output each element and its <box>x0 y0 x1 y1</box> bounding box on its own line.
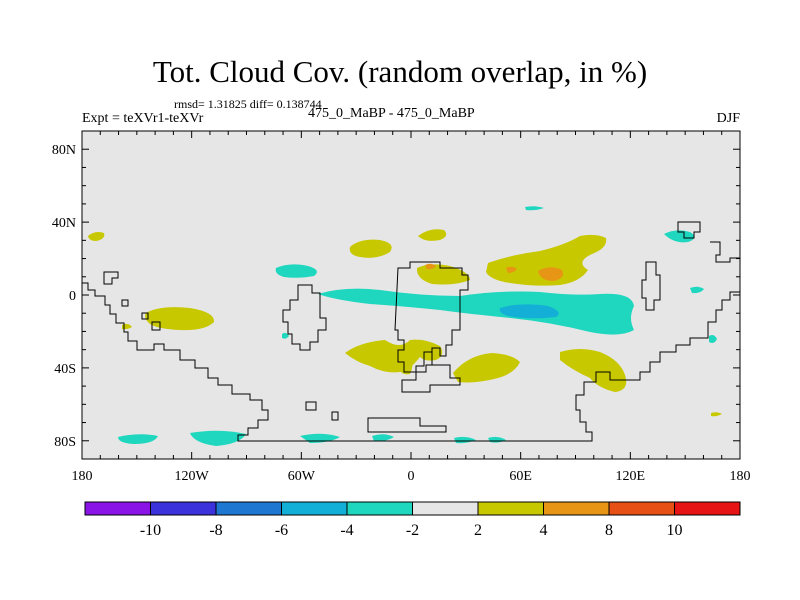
colorbar-swatch <box>608 501 675 516</box>
colorbar-swatch <box>477 501 544 516</box>
field-negative <box>709 335 717 343</box>
colorbar-label: -2 <box>406 522 419 539</box>
field-positive <box>416 264 470 285</box>
season-label: DJF <box>716 111 740 126</box>
coastline-madagascar <box>401 351 461 393</box>
x-tick-label: 60E <box>509 469 532 484</box>
y-tick-label: 80S <box>54 435 76 450</box>
field-positive <box>345 339 443 373</box>
colorbar-label: 4 <box>540 522 548 539</box>
field-negative <box>372 434 394 442</box>
field-positive <box>486 234 607 286</box>
field-negative <box>275 264 317 278</box>
coastline-islands <box>121 299 161 331</box>
coastline-africa <box>394 261 469 373</box>
anomaly-fields <box>88 206 722 446</box>
coastline-north-pacific <box>103 271 119 285</box>
field-strong-negative <box>499 304 559 319</box>
field-positive <box>418 229 447 241</box>
colorbar-swatch <box>674 501 741 516</box>
colorbar-label: 10 <box>667 522 683 539</box>
field-negative <box>282 332 289 339</box>
field-positive <box>560 349 627 392</box>
experiment-label: Expt = teXVr1-teXVr <box>82 111 204 126</box>
field-negative <box>525 206 544 211</box>
coastline-asia <box>677 221 740 263</box>
coastline-south-america <box>282 284 327 351</box>
y-tick-label: 40N <box>52 216 76 231</box>
colorbar-labels: -10 -8 -6 -4 -2 2 4 8 10 <box>140 522 683 539</box>
colorbar-swatch <box>84 501 151 516</box>
x-tick-label: 60W <box>288 469 316 484</box>
axis-ticks <box>81 130 741 460</box>
y-tick-label: 80N <box>52 143 76 158</box>
field-positive <box>88 232 105 241</box>
coastline-japan <box>641 261 661 311</box>
field-negative <box>318 288 634 335</box>
colorbar-swatch <box>150 501 217 516</box>
field-negative <box>190 430 246 446</box>
y-tick-label: 0 <box>69 289 76 304</box>
y-tick-label: 40S <box>54 362 76 377</box>
field-negative <box>118 434 158 444</box>
colorbar-label: -6 <box>275 522 288 539</box>
field-strong-positive <box>538 267 563 281</box>
field-strong-positive <box>506 266 517 273</box>
x-axis-labels: 180 120W 60W 0 60E 120E 180 <box>72 469 751 484</box>
coastlines <box>82 221 740 442</box>
colorbar-label: 2 <box>474 522 482 539</box>
colorbar-swatch <box>412 501 479 516</box>
colorbar-label: -10 <box>140 522 161 539</box>
x-tick-label: 180 <box>72 469 93 484</box>
field-positive <box>453 353 520 383</box>
x-tick-label: 0 <box>408 469 415 484</box>
colorbar <box>84 501 741 516</box>
y-axis-labels: 80N 40N 0 40S 80S <box>52 143 76 450</box>
field-negative <box>454 436 476 444</box>
colorbar-swatch <box>281 501 348 516</box>
colorbar-swatch <box>543 501 610 516</box>
x-tick-label: 120W <box>175 469 210 484</box>
colorbar-swatch <box>215 501 282 516</box>
field-positive <box>398 353 413 375</box>
field-positive <box>711 412 722 417</box>
field-positive <box>145 307 215 331</box>
chart-title: Tot. Cloud Cov. (random overlap, in %) <box>152 54 648 89</box>
colorbar-label: -8 <box>209 522 222 539</box>
colorbar-swatch <box>346 501 413 516</box>
run-label: 475_0_MaBP - 475_0_MaBP <box>308 106 475 121</box>
coastline-antarctic-pen <box>305 401 447 433</box>
field-negative <box>690 286 704 294</box>
x-tick-label: 180 <box>730 469 751 484</box>
field-positive <box>349 239 392 258</box>
coastline-americas <box>82 282 740 442</box>
colorbar-label: -4 <box>340 522 353 539</box>
field-strong-positive <box>425 263 436 270</box>
colorbar-label: 8 <box>605 522 613 539</box>
field-negative <box>664 230 695 243</box>
stats-label: rmsd= 1.31825 diff= 0.138744 <box>174 97 322 111</box>
x-tick-label: 120E <box>616 469 646 484</box>
